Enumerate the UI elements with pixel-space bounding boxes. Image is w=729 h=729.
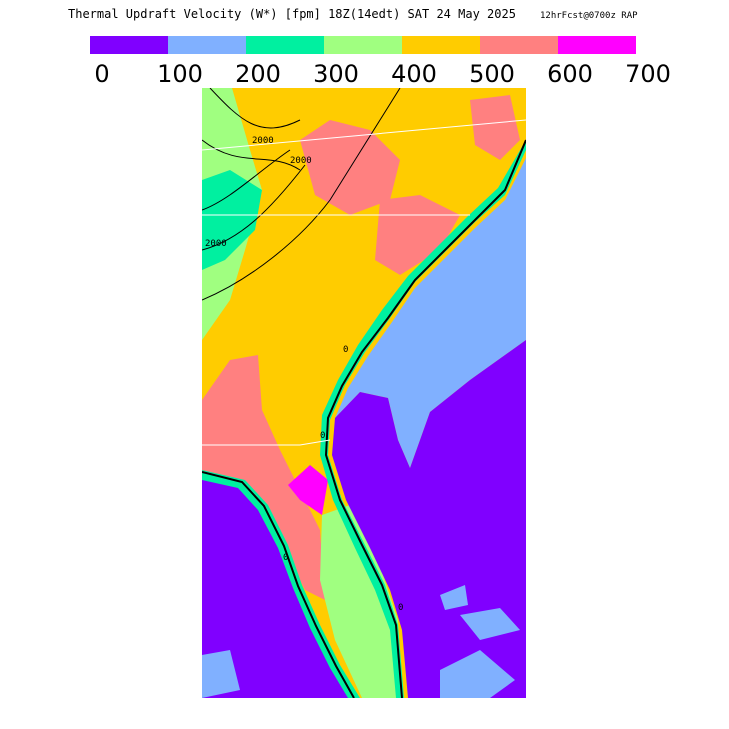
ocean-blue <box>335 158 526 468</box>
colorbar-tick-label: 200 <box>235 60 281 88</box>
contour-label: 2000 <box>205 239 227 249</box>
colorbar-segment <box>402 36 480 54</box>
colorbar-tick-label: 0 <box>94 60 109 88</box>
contour-label: 0 <box>398 603 403 613</box>
colorbar-segment <box>558 36 636 54</box>
ocean-blue <box>440 585 468 610</box>
gulf-purple <box>202 480 348 698</box>
colorbar-tick-label: 600 <box>547 60 593 88</box>
field-pink <box>470 95 520 160</box>
colorbar-segment <box>480 36 558 54</box>
map: 2000 2000 2000 0 0 0 0 <box>202 88 526 698</box>
colorbar-segment <box>246 36 324 54</box>
contour-label: 2000 <box>252 136 274 146</box>
contour-label: 2000 <box>290 156 312 166</box>
colorbar-tick-label: 400 <box>391 60 437 88</box>
colorbar-segment <box>324 36 402 54</box>
field-green <box>320 505 402 698</box>
colorbar-tick-label: 300 <box>313 60 359 88</box>
colorbar-tick-label: 100 <box>157 60 203 88</box>
terrain-contour <box>202 88 401 301</box>
coast-contour <box>202 471 355 698</box>
ocean-purple <box>332 340 526 698</box>
ocean-blue <box>460 608 520 640</box>
contour-label: 0 <box>343 345 348 355</box>
colorbar-tick-label: 700 <box>625 60 671 88</box>
title: Thermal Updraft Velocity (W*) [fpm] 18Z(… <box>68 7 516 21</box>
contour-label: 0 <box>320 431 325 441</box>
gulf-blue <box>202 650 240 698</box>
coast-contour <box>324 139 526 698</box>
colorbar-tick-label: 500 <box>469 60 515 88</box>
contour-label: 0 <box>283 553 288 563</box>
ocean-blue <box>440 650 515 698</box>
colorbar: 0 100 200 300 400 500 600 700 <box>90 36 671 88</box>
subtitle: 12hrFcst@0700z RAP <box>540 11 638 21</box>
colorbar-segment <box>168 36 246 54</box>
state-border <box>202 119 526 446</box>
coast-teal <box>320 140 526 698</box>
colorbar-segment <box>90 36 168 54</box>
field-magenta <box>288 465 328 515</box>
field-pink <box>202 355 325 600</box>
